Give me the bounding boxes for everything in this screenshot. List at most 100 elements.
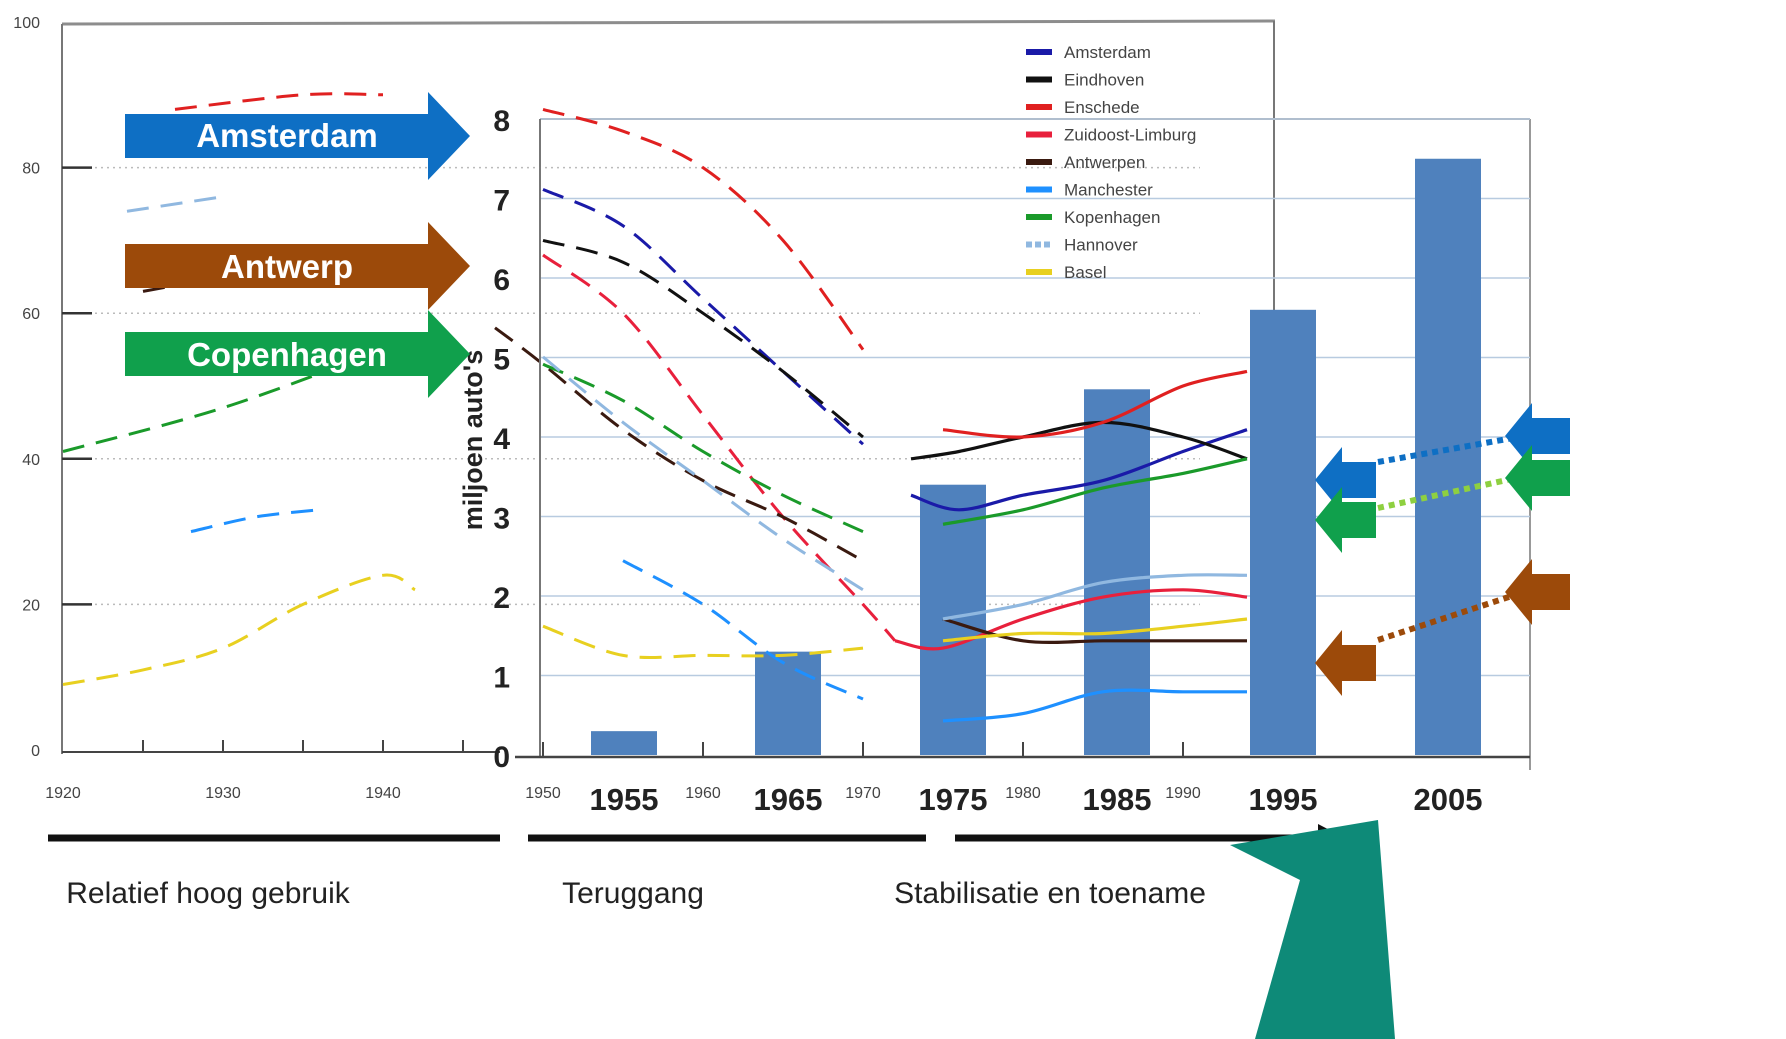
copenhagen-edge-arrow xyxy=(1505,445,1570,511)
bar-y-tick-label: 2 xyxy=(493,582,510,615)
series-line-decline xyxy=(542,238,864,439)
legend-label: Zuidoost-Limburg xyxy=(1064,126,1196,145)
series-line-recent xyxy=(910,428,1248,512)
series-manchester xyxy=(190,508,1247,723)
antwerp-left-arrow xyxy=(1315,630,1376,696)
bar-x-tick-label: 1975 xyxy=(919,782,988,817)
legend-label: Basel xyxy=(1064,263,1107,282)
bar-1975 xyxy=(920,484,986,755)
bar-y-axis-title: miljoen auto's xyxy=(458,350,488,530)
series-line-recent xyxy=(942,688,1247,723)
copenhagen-dotted-connector xyxy=(1377,472,1531,511)
series-line-decline xyxy=(542,107,865,351)
bar-1955 xyxy=(591,731,657,755)
left-x-axis: 1920 1930 1940 xyxy=(45,740,500,802)
bar-1985 xyxy=(1084,389,1150,755)
bar-gridlines xyxy=(540,118,1530,677)
left-y-tick-label: 40 xyxy=(22,452,40,469)
amsterdam-left-arrow xyxy=(1315,447,1376,513)
line-x-tick-label: 1960 xyxy=(685,785,721,802)
series-line-decline xyxy=(542,362,864,533)
left-y-tick-label: 60 xyxy=(22,306,40,323)
bar-x-tick-label: 1955 xyxy=(590,782,659,817)
series-line-recent xyxy=(894,588,1248,651)
legend-label: Eindhoven xyxy=(1064,71,1144,90)
left-y-tick-label: 20 xyxy=(22,597,40,614)
series-line-decline xyxy=(494,326,864,563)
series-kopenhagen xyxy=(62,348,1248,533)
period-stabilisatie-label: Stabilisatie en toename xyxy=(894,877,1206,910)
amsterdam-edge-arrow xyxy=(1505,403,1570,469)
bar-x-tick-label: 1995 xyxy=(1249,782,1318,817)
series-amsterdam xyxy=(542,188,1248,512)
legend-label: Antwerpen xyxy=(1064,153,1145,172)
left-y-tick-label: 100 xyxy=(13,15,40,32)
series-line-recent xyxy=(942,573,1248,621)
antwerp-edge-arrow xyxy=(1505,559,1570,625)
legend-label: Manchester xyxy=(1064,181,1153,200)
bar-y-tick-label: 0 xyxy=(493,741,510,774)
bar-y-tick-label: 1 xyxy=(493,662,510,695)
series-line-recent xyxy=(942,369,1248,439)
bar-x-tick-label: 1985 xyxy=(1083,782,1152,817)
series-line-decline xyxy=(542,355,864,592)
left-x-tick-label: 1920 xyxy=(45,785,81,802)
bar-series xyxy=(591,158,1481,755)
series-line-early xyxy=(126,195,224,213)
copenhagen-callout-arrow: Copenhagen xyxy=(125,310,470,398)
legend-label: Kopenhagen xyxy=(1064,208,1160,227)
right-arrows xyxy=(1315,403,1570,696)
bar-1965 xyxy=(755,651,821,755)
series-line-early xyxy=(62,573,416,686)
series-basel xyxy=(62,573,1248,686)
period-teruggang-label: Teruggang xyxy=(562,877,704,910)
copenhagen-left-arrow xyxy=(1315,487,1376,553)
bar-2005 xyxy=(1415,158,1481,755)
period-lines xyxy=(48,824,1345,852)
bar-x-axis: 1955 1965 1975 1985 1995 2005 1950 1960 1970 1980… xyxy=(525,742,1482,817)
legend-label: Amsterdam xyxy=(1064,43,1151,62)
series-line-early xyxy=(62,348,384,453)
bar-x-tick-label: 1965 xyxy=(754,782,823,817)
line-x-tick-label: 1950 xyxy=(525,785,561,802)
bar-1995 xyxy=(1250,309,1316,755)
line-series xyxy=(62,92,1248,723)
bar-y-tick-label: 8 xyxy=(493,105,510,138)
legend-label: Hannover xyxy=(1064,236,1138,255)
series-line-recent xyxy=(942,617,1247,644)
series-line-decline xyxy=(542,624,864,660)
series-line-decline xyxy=(622,559,864,701)
bar-y-tick-label: 6 xyxy=(493,264,510,297)
series-line-early xyxy=(190,508,320,534)
series-hannover xyxy=(126,195,1248,621)
left-y-axis: 0 20 40 60 80 100 xyxy=(13,15,92,760)
series-eindhoven xyxy=(542,238,1248,461)
series-line-recent xyxy=(910,420,1248,461)
period-relatief-label: Relatief hoog gebruik xyxy=(66,877,351,910)
series-line-early xyxy=(174,92,384,111)
decorative-teal-arrow-shape xyxy=(1230,820,1395,1039)
left-y-tick-label: 0 xyxy=(31,743,40,760)
series-enschede xyxy=(174,92,1248,439)
antwerp-callout-arrow: Antwerp xyxy=(125,222,470,310)
left-gridlines xyxy=(95,166,1200,606)
antwerp-dotted-connector xyxy=(1377,587,1531,643)
left-x-tick-label: 1940 xyxy=(365,785,401,802)
left-y-tick-label: 80 xyxy=(22,161,40,178)
bar-y-tick-label: 5 xyxy=(493,344,510,377)
bar-x-tick-label: 2005 xyxy=(1414,782,1483,817)
antwerp-callout-label: Antwerp xyxy=(221,248,353,285)
line-x-tick-label: 1970 xyxy=(845,785,881,802)
amsterdam-dotted-connector xyxy=(1377,432,1531,465)
line-x-tick-label: 1980 xyxy=(1005,785,1041,802)
bar-y-tick-label: 4 xyxy=(493,423,510,456)
series-zuidoost-limburg xyxy=(542,253,1248,651)
series-line-recent xyxy=(942,617,1248,643)
bar-y-tick-label: 7 xyxy=(493,185,510,218)
legend: Amsterdam Eindhoven Enschede Zuidoost-Limbu… xyxy=(1026,43,1196,282)
amsterdam-callout-arrow: Amsterdam xyxy=(125,92,470,180)
bar-y-tick-label: 3 xyxy=(493,503,510,536)
amsterdam-callout-label: Amsterdam xyxy=(196,117,378,154)
line-x-tick-label: 1990 xyxy=(1165,785,1201,802)
